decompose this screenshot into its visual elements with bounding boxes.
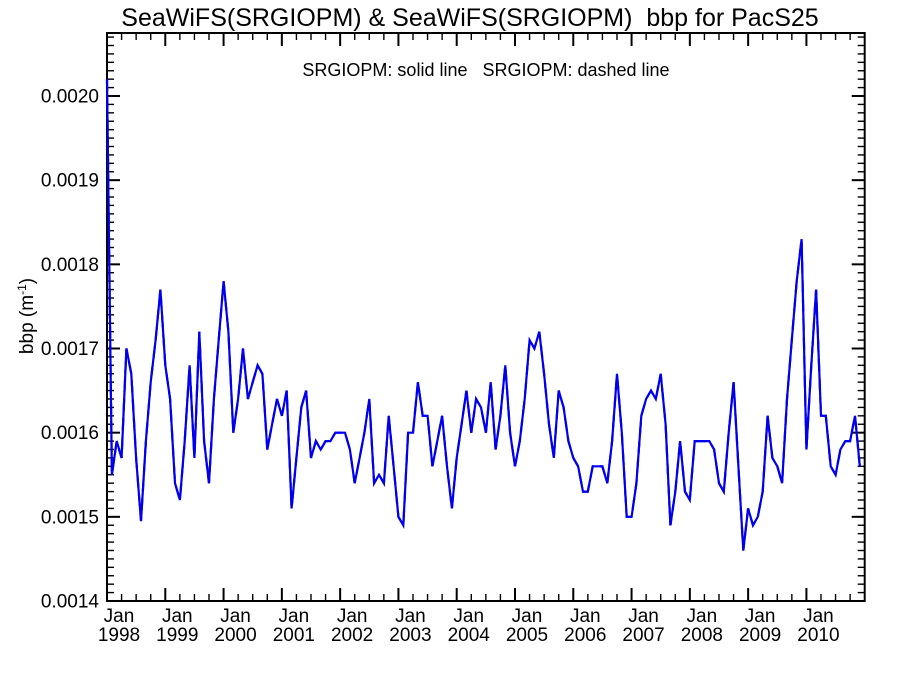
x-tick-label-year: 2001 [273,625,315,646]
y-tick-label: 0.0020 [41,87,99,108]
x-tick-label-year: 2004 [448,625,491,646]
x-tick-label-month: Jan [395,606,426,627]
y-axis-title-close: ) [17,277,39,285]
x-tick-label-year: 2010 [797,625,839,646]
x-tick-label-month: Jan [104,606,135,627]
y-tick-label: 0.0014 [41,592,100,613]
x-tick-label-year: 2008 [681,625,723,646]
y-tick-label: 0.0018 [41,255,99,276]
y-tick-label: 0.0017 [41,339,99,360]
x-tick-label-month: Jan [512,606,543,627]
x-tick-label-month: Jan [279,606,310,627]
legend-note: SRGIOPM: solid line SRGIOPM: dashed line [302,60,670,80]
x-tick-label-year: 1998 [98,625,140,646]
x-tick-label-month: Jan [687,606,718,627]
x-tick-label-year: 2005 [506,625,548,646]
x-tick-label-year: 1999 [156,625,198,646]
x-tick-label-month: Jan [453,606,484,627]
y-tick-label: 0.0015 [41,507,99,528]
y-axis-title: bbp (m-1) [15,278,39,354]
x-tick-label-month: Jan [803,606,834,627]
x-tick-label-year: 2009 [739,625,781,646]
chart-title: SeaWiFS(SRGIOPM) & SeaWiFS(SRGIOPM) bbp … [121,4,819,32]
y-tick-label: 0.0016 [41,423,99,444]
data-line-dashed [105,79,861,551]
x-tick-label-year: 2000 [214,625,256,646]
x-tick-label-year: 2002 [331,625,373,646]
x-tick-label-month: Jan [570,606,601,627]
y-tick-label: 0.0019 [41,171,99,192]
x-tick-label-month: Jan [745,606,776,627]
x-tick-label-month: Jan [337,606,368,627]
x-tick-label-year: 2006 [564,625,606,646]
y-axis-title-text: bbp (m [17,294,39,355]
x-tick-label-month: Jan [220,606,251,627]
x-tick-label-year: 2003 [389,625,431,646]
x-tick-label-month: Jan [628,606,659,627]
y-axis-title-superscript: -1 [14,284,29,295]
x-tick-label-year: 2007 [622,625,664,646]
x-tick-label-month: Jan [162,606,193,627]
